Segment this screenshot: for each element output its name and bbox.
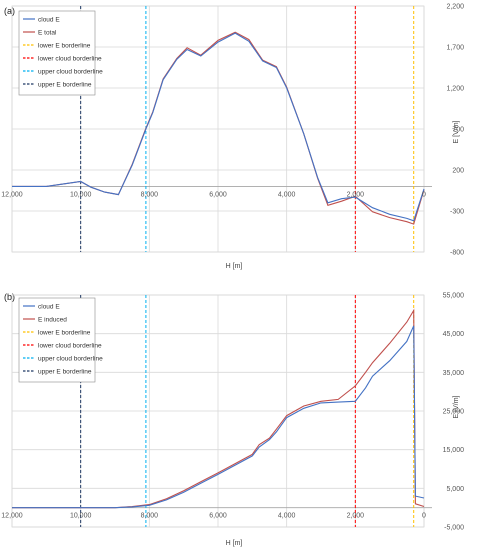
- x-tick-label-b: 8,000: [141, 513, 159, 520]
- legend-b: cloud E E induced lower E borderline lower …: [18, 297, 103, 383]
- y-tick-label-a: 200: [452, 168, 464, 175]
- legend-box-b: [18, 297, 96, 383]
- legend-entry-a: E total: [38, 29, 57, 36]
- x-tick-label-a: 12,000: [1, 191, 23, 198]
- y-tick-label-b: 35,000: [443, 370, 465, 377]
- x-tick-label-b: 2,000: [347, 513, 365, 520]
- legend-entry-a: lower E borderline: [38, 42, 91, 49]
- y-axis-label-b: E [V/m]: [453, 395, 460, 418]
- series-cloud-e-b: [12, 325, 425, 509]
- legend-entry-b: upper cloud borderline: [38, 355, 103, 362]
- y-tick-label-a: -800: [450, 250, 464, 257]
- legend-a: cloud E E total lower E borderline lower cl…: [18, 10, 103, 96]
- y-tick-label-b: 5,000: [446, 486, 464, 493]
- legend-entry-a: upper E borderline: [38, 81, 92, 88]
- x-tick-label-a: 10,000: [70, 191, 92, 198]
- x-tick-label-a: 4,000: [278, 191, 296, 198]
- borderlines-b: [80, 295, 415, 527]
- legend-box-a: [18, 10, 96, 96]
- y-tick-label-b: -5,000: [444, 525, 464, 532]
- chart-panel-a: (a) 12,000 10,000 8,000 6,000 4,000 2,000 0 -80…: [1, 4, 464, 271]
- x-axis-label-b: H [m]: [226, 540, 243, 547]
- series-cloud-e-a: [12, 32, 425, 222]
- ticks-a: 12,000 10,000 8,000 6,000 4,000 2,000 0 -800 -30…: [1, 4, 464, 257]
- legend-entry-b: upper E borderline: [38, 368, 92, 375]
- x-tick-label-b: 0: [422, 513, 426, 520]
- legend-entry-b: lower cloud borderline: [38, 342, 102, 349]
- ticks-b: 12,000 10,000 8,000 6,000 4,000 2,000 0 -5,000 5…: [1, 293, 464, 532]
- y-tick-label-b: 25,000: [443, 409, 465, 416]
- x-tick-label-b: 4,000: [278, 513, 296, 520]
- x-axis-label-a: H [m]: [226, 263, 243, 270]
- chart-panel-b: (b) 12,000 10,000 8,000 6,000 4,000 2,000 0 -5,…: [1, 292, 464, 547]
- series-a: [12, 31, 425, 225]
- x-tick-label-a: 6,000: [209, 191, 227, 198]
- x-tick-label-b: 6,000: [209, 513, 227, 520]
- legend-entry-a: lower cloud borderline: [38, 55, 102, 62]
- y-tick-label-b: 15,000: [443, 447, 465, 454]
- legend-entry-b: lower E borderline: [38, 329, 91, 336]
- y-tick-label-b: 45,000: [443, 331, 465, 338]
- legend-entry-a: upper cloud borderline: [38, 68, 103, 75]
- legend-entry-b: E induced: [38, 316, 67, 323]
- x-tick-label-a: 0: [422, 191, 426, 198]
- x-tick-label-a: 8,000: [141, 191, 159, 198]
- x-tick-label-a: 2,000: [347, 191, 365, 198]
- x-tick-label-b: 10,000: [70, 513, 92, 520]
- y-tick-label-b: 55,000: [443, 293, 465, 300]
- legend-entry-b: cloud E: [38, 303, 60, 310]
- legend-entry-a: cloud E: [38, 16, 60, 23]
- y-tick-label-a: 700: [452, 127, 464, 134]
- panel-label-b: (b): [4, 292, 15, 302]
- y-axis-label-a: E [V/m]: [453, 120, 460, 143]
- y-tick-label-a: 2,200: [446, 4, 464, 11]
- y-tick-label-a: 1,700: [446, 45, 464, 52]
- series-b: [12, 308, 425, 509]
- panel-label-a: (a): [4, 6, 15, 16]
- x-tick-label-b: 12,000: [1, 513, 23, 520]
- y-tick-label-a: 1,200: [446, 86, 464, 93]
- y-tick-label-a: -300: [450, 209, 464, 216]
